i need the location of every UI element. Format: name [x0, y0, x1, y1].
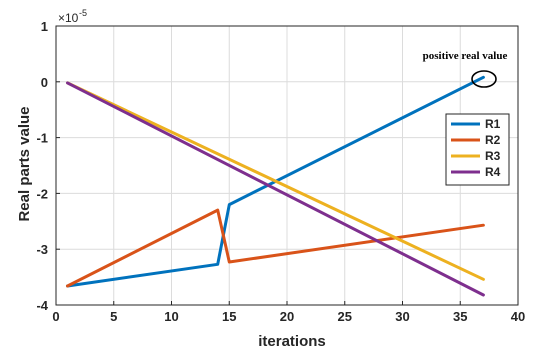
legend: R1 R2 R3 R4 [445, 113, 510, 186]
legend-label-r2: R2 [485, 133, 501, 147]
x-tick-label: 40 [511, 309, 525, 324]
x-tick-label: 25 [338, 309, 352, 324]
x-tick-label: 30 [395, 309, 409, 324]
y-tick-label: -1 [36, 131, 48, 146]
x-tick-label: 20 [280, 309, 294, 324]
series-line-r3 [66, 81, 485, 281]
series-line-r4 [66, 81, 485, 297]
x-tick-label: 15 [222, 309, 236, 324]
y-tick-label: -2 [36, 186, 48, 201]
annotation-text: positive real value [423, 50, 508, 62]
annotation: positive real value [423, 50, 508, 88]
y-tick-label: 1 [41, 19, 48, 34]
legend-label-r1: R1 [485, 117, 501, 131]
x-tick-label: 10 [164, 309, 178, 324]
y-exponent-base: ×10 [58, 11, 79, 25]
y-tick-label: 0 [41, 75, 48, 90]
annotation-ellipse [471, 70, 497, 88]
y-exponent: ×10 -5 [58, 8, 87, 25]
series-line-r2 [66, 208, 485, 288]
y-axis-label: Real parts value [16, 106, 33, 221]
x-tick-label: 0 [52, 309, 59, 324]
x-tick-label: 5 [110, 309, 117, 324]
x-tick-label: 35 [453, 309, 467, 324]
x-axis-label: iterations [258, 333, 326, 350]
y-tick-label: -4 [36, 298, 48, 313]
series-lines [66, 75, 485, 297]
y-tick-label: -3 [36, 242, 48, 257]
legend-label-r3: R3 [485, 149, 501, 163]
y-exponent-power: -5 [79, 8, 87, 18]
legend-label-r4: R4 [485, 165, 501, 179]
